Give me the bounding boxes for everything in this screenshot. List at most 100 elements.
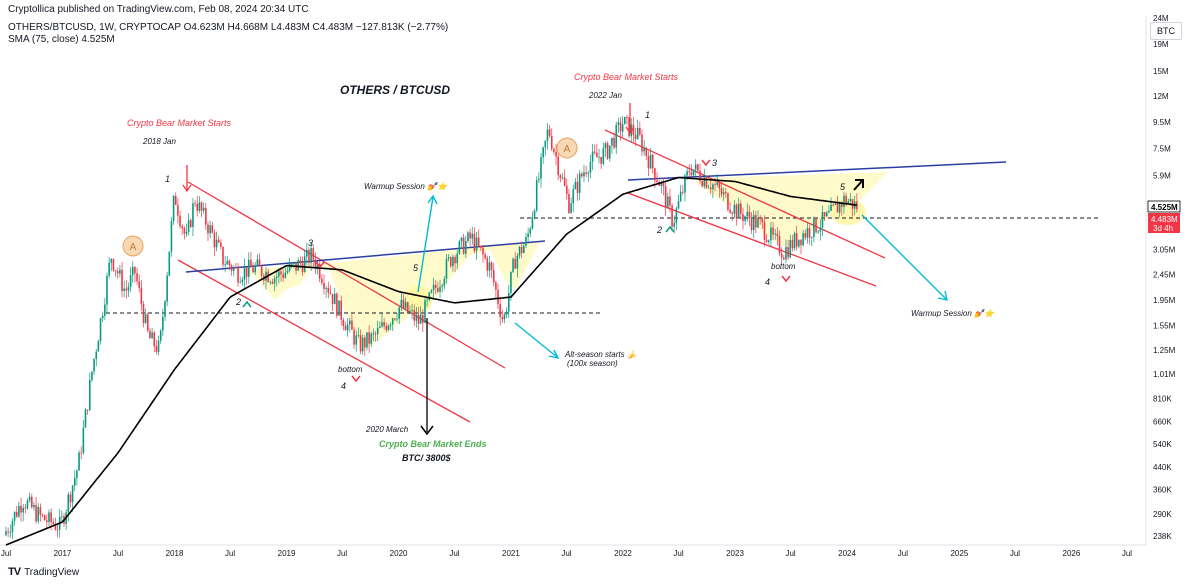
candle-body — [813, 217, 815, 238]
arrowhead-warmup-2 — [937, 290, 948, 301]
candle-body — [20, 505, 22, 513]
currency-selector[interactable]: BTC — [1150, 22, 1182, 40]
price-tick-label: 1.95M — [1153, 296, 1176, 305]
arrowhead-breakout — [855, 179, 864, 188]
time-axis[interactable]: Jul 2017 Jul 2018 Jul 2019 Jul 2020 Jul 2021 Jul 20… — [1, 549, 1132, 558]
candle-body — [492, 270, 495, 283]
candle-body — [426, 299, 428, 301]
candle-body — [52, 522, 55, 525]
ohlc-legend[interactable]: OTHERS/BTCUSD, 1W, CRYPTOCAP O4.623M H4.… — [8, 22, 449, 33]
candle-body — [48, 512, 50, 523]
candle-body — [776, 233, 779, 237]
candle-body — [226, 260, 229, 265]
candle-body — [333, 293, 336, 305]
candle-body — [634, 135, 637, 139]
candle-body — [168, 251, 171, 276]
candle-body — [179, 215, 181, 227]
candle-body — [533, 210, 536, 217]
candle-body — [56, 529, 59, 531]
candle-body — [5, 531, 7, 536]
candle-body — [692, 169, 695, 176]
time-tick-label: 2025 — [950, 549, 968, 558]
candle-body — [293, 262, 295, 265]
candle-body — [312, 248, 315, 260]
candle-body — [35, 504, 37, 522]
candle-body — [576, 181, 579, 193]
candle-body — [301, 263, 304, 273]
candle-body — [181, 226, 183, 229]
candle-body — [39, 507, 42, 515]
candle-body — [164, 301, 166, 317]
candle-body — [606, 143, 609, 159]
candle-body — [714, 184, 716, 186]
candle-body — [727, 193, 729, 210]
candle-body — [217, 239, 220, 243]
marker-2-2022 — [665, 225, 675, 233]
sma-line — [5, 176, 857, 546]
candle-body — [645, 147, 648, 157]
candle-body — [624, 116, 626, 125]
candle-body — [331, 293, 334, 305]
candle-body — [495, 282, 497, 290]
candle-body — [189, 220, 192, 227]
candle-body — [67, 494, 70, 513]
candle-body — [656, 180, 658, 183]
candle-body — [802, 233, 804, 246]
candle-body — [69, 494, 72, 503]
candle-body — [88, 379, 91, 410]
tradingview-logo-icon: TV — [8, 566, 21, 578]
candle-body — [486, 258, 489, 271]
candle-body — [548, 129, 551, 136]
candle-body — [462, 237, 465, 254]
price-axis[interactable]: 24M19M15M12M9.5M7.5M5.9M3.85M3.05M2.45M1… — [1153, 14, 1176, 541]
candle-body — [15, 511, 18, 517]
candle-body — [718, 182, 721, 189]
candle-body — [183, 228, 186, 234]
price-tick-label: 15M — [1153, 67, 1169, 76]
candle-body — [241, 279, 244, 282]
cycle-a-2017-label: A — [130, 242, 137, 253]
candle-body — [348, 320, 351, 325]
btc-price-label: BTC/ 3800$ — [402, 453, 452, 463]
candle-body — [765, 239, 768, 242]
arrowhead-2022-top — [625, 126, 635, 135]
candle-body — [422, 314, 424, 323]
candle-body — [383, 322, 385, 326]
candle-body — [789, 240, 792, 258]
candle-body — [724, 192, 727, 194]
candle-body — [232, 267, 235, 271]
candle-body — [778, 236, 781, 254]
candle-body — [688, 171, 691, 173]
candle-body — [213, 232, 216, 248]
candle-body — [445, 258, 448, 279]
title: OTHERS / BTCUSD — [340, 83, 450, 97]
price-tick-label: 810K — [1153, 395, 1172, 404]
candle-body — [804, 233, 807, 238]
candle-body — [694, 164, 697, 170]
footer-brand[interactable]: TV TradingView — [8, 566, 79, 578]
channel-2018-lower — [177, 259, 471, 423]
candle-body — [825, 212, 828, 217]
arrowhead-warmup-1 — [427, 194, 438, 205]
candle-body — [428, 292, 431, 300]
candle-body — [602, 148, 605, 164]
candle-body — [570, 203, 572, 213]
candle-body — [123, 288, 125, 292]
candle-body — [374, 333, 377, 335]
sma-legend[interactable]: SMA (75, close) 4.525M — [8, 34, 115, 45]
candle-body — [91, 371, 93, 380]
candle-body — [71, 485, 74, 503]
candle-body — [514, 258, 517, 269]
candle-body — [318, 264, 321, 279]
candle-body — [346, 324, 349, 331]
candle-body — [583, 172, 585, 177]
candle-body — [636, 127, 639, 139]
wave-4b: 4 — [765, 277, 770, 287]
candle-body — [159, 330, 162, 341]
candle-body — [720, 188, 723, 195]
candle-body — [411, 310, 413, 312]
candle-body — [780, 253, 783, 258]
candle-body — [737, 203, 740, 219]
